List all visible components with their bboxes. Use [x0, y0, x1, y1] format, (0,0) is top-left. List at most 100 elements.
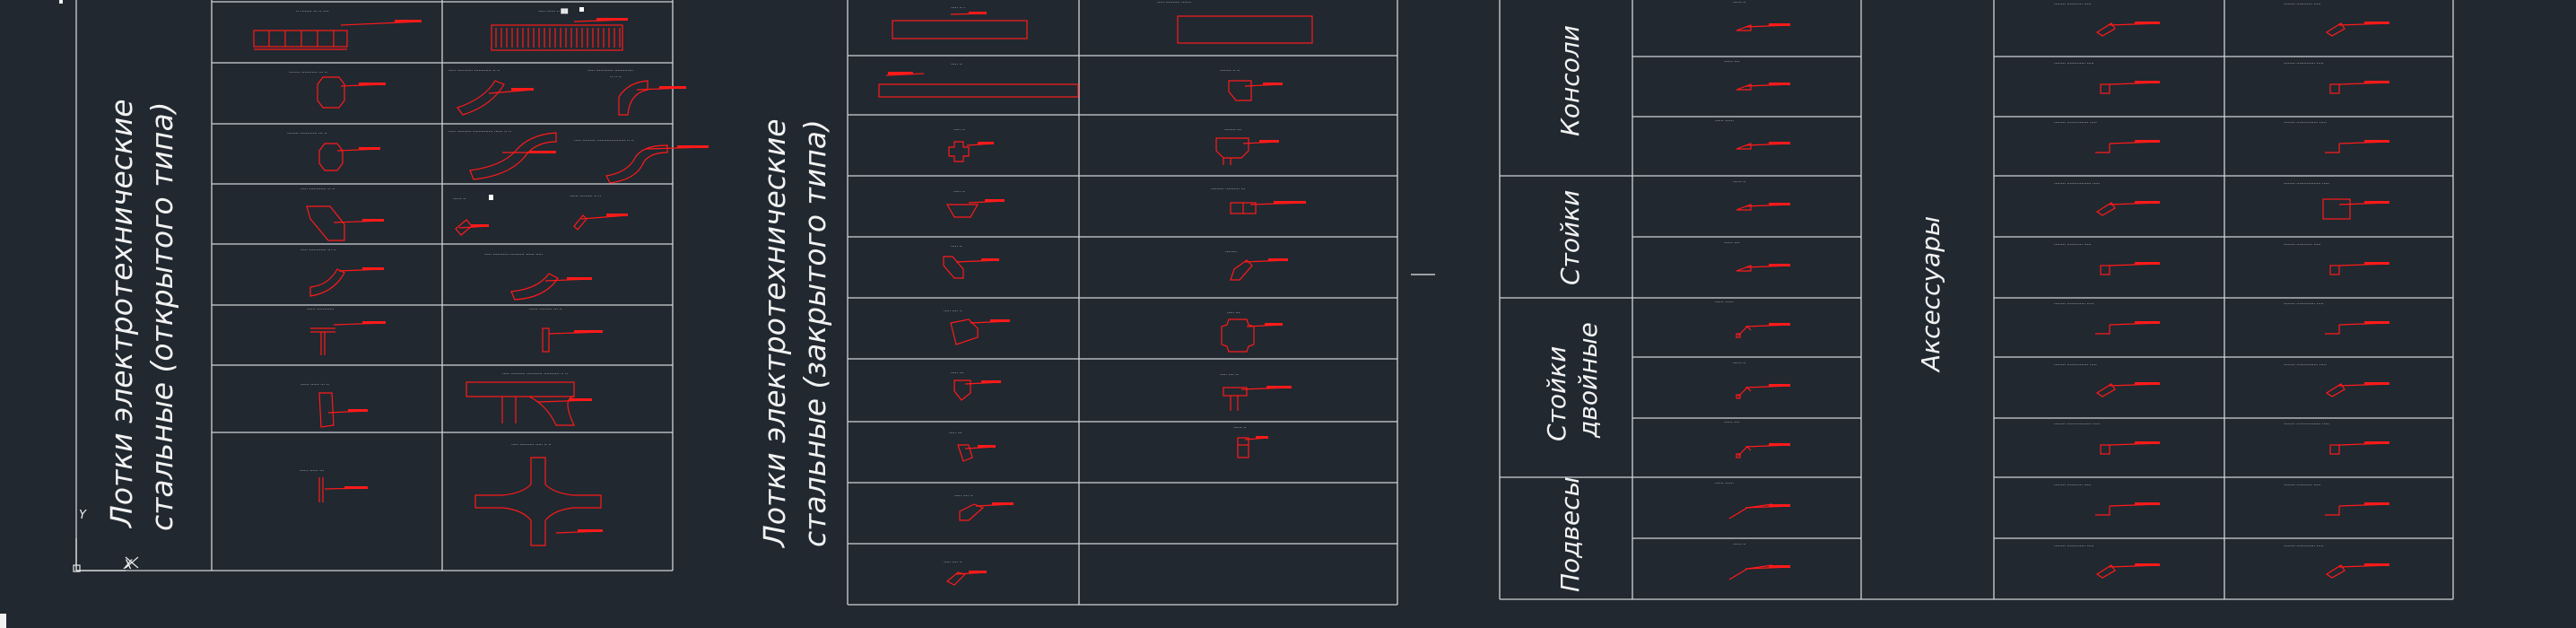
- svg-text:········ ··········· ··· ··: ········ ··········· ··· ··: [289, 70, 327, 75]
- double-posts-label-2: двойные: [1573, 322, 1603, 439]
- accessory-item-symbol: [2095, 22, 2161, 37]
- support-item-symbol: [1728, 503, 1791, 519]
- accessory-item-symbol: [2325, 382, 2390, 397]
- connector-symbols: ······ ·· ······ ········· ·· ··: [453, 194, 629, 236]
- svg-text:······ ··: ······ ··: [1733, 542, 1746, 547]
- svg-text:····· ············ ·· ··: ····· ············ ·· ··: [300, 187, 335, 192]
- posts-label: Стойки: [1555, 190, 1585, 285]
- svg-text:········ ··············· ·····: ········ ··············· ·····: [2284, 120, 2327, 126]
- svg-text:········ ············ ··· ··: ········ ············ ··· ··: [287, 131, 327, 136]
- svg-text:····· ············ ···········: ····· ············ ·············: [587, 68, 633, 74]
- svg-text:······ ······: ······ ······: [1715, 118, 1734, 124]
- svg-text:········ ················· ···: ········ ················· ·····: [2054, 422, 2100, 427]
- svg-text:········ ··············· ·····: ········ ··············· ·····: [2284, 362, 2327, 368]
- accessory-item-symbol: [2095, 382, 2161, 397]
- ucs-x-label: X: [123, 558, 133, 572]
- svg-text:······ ··: ······ ··: [1733, 361, 1746, 366]
- support-item-symbol: [1736, 142, 1791, 150]
- closed-tray-bend-symbol: ····· ··: [943, 244, 1000, 279]
- support-item-symbol: [1736, 384, 1791, 399]
- svg-text:······ ········· ··· ··: ······ ········· ··· ··: [529, 307, 562, 312]
- closed-tray-incline2-symbol: ····· ···· ··: [944, 560, 988, 586]
- accessory-item-symbol: [2329, 81, 2390, 94]
- cursor-marker: [0, 614, 6, 628]
- closed-tray-end-symbol: ······ ··: [1233, 425, 1269, 458]
- svg-text:······ ····: ······ ····: [1724, 59, 1740, 65]
- accessory-item-symbol: [2325, 502, 2390, 516]
- closed-tray-vert-symbol: ····· ···: [951, 371, 1002, 401]
- closed-tray-cross-symbol: ····· ··: [948, 127, 995, 162]
- reducer-symbol: ····· ············ ·· ··: [300, 187, 385, 241]
- accessory-item-symbol: [2095, 201, 2161, 216]
- closed-tray-long-symbol: ····· ··: [878, 62, 1079, 98]
- open-trays-subtitle: стальные (открытого типа): [144, 101, 179, 531]
- svg-text:········: ········: [1225, 249, 1237, 255]
- accessory-item-symbol: [2325, 321, 2390, 335]
- closed-tray-symbols: ····· ·· · ····· ·········· ······· ····…: [878, 0, 1313, 586]
- open-trays-title: Лотки электротехнические: [104, 99, 139, 528]
- support-symbols: ······ ·· ······ ···· ······ ······ ······ …: [1715, 0, 1791, 580]
- cross-fitting-symbol: ········ ··········· ··· ··: [289, 70, 387, 109]
- accessory-item-symbol: [2325, 140, 2390, 153]
- svg-text:······ ······ ··· ··: ······ ······ ··· ··: [300, 382, 329, 388]
- svg-text:····· ···· ··: ····· ···· ··: [1220, 372, 1239, 378]
- accessory-item-symbol: [2325, 563, 2390, 579]
- horizontal-tee-symbol: ····· ·········· ··········· ···········…: [466, 371, 593, 426]
- closed-tray-s-symbol: ····· ···: [949, 431, 996, 462]
- closed-tray-straight-symbol: ····· ·· ·: [892, 5, 1028, 39]
- support-item-symbol: [1736, 443, 1791, 458]
- accessory-item-symbol: [2322, 198, 2390, 220]
- closed-tray-connector-symbol: ········· ·········· ···: [1211, 187, 1307, 214]
- svg-text:········ ··········· ·····: ········ ··········· ·····: [2054, 242, 2092, 248]
- ucs-y-label: Y: [79, 509, 87, 522]
- svg-text:····· ········· ··············: ····· ········· ···················· ·· …: [574, 138, 634, 144]
- svg-text:····· ··: ····· ··: [953, 127, 965, 133]
- ucs-icon: Y X: [73, 509, 139, 572]
- accessory-item-symbol: [2100, 441, 2161, 455]
- svg-text:········ ··········· ·····: ········ ··········· ·····: [2284, 2, 2321, 7]
- svg-text:······ ··: ······ ··: [1733, 179, 1746, 185]
- closed-tray-cover-symbol: ····· ·········· ·······: [1157, 0, 1313, 44]
- svg-text:········ ··········· ·····: ········ ··········· ·····: [2054, 2, 2092, 7]
- svg-text:········ ············· ·····: ········ ············· ·····: [2054, 301, 2094, 307]
- svg-text:······ ··: ······ ··: [1233, 425, 1247, 431]
- closed-trays-table: [847, 0, 1398, 606]
- closed-tray-square-cross-symbol: ····· ···: [1221, 310, 1284, 353]
- svg-text:······ ······: ······ ······: [1715, 300, 1734, 305]
- accessory-symbols: ········ ··········· ····· ········ ·····…: [2054, 2, 2390, 579]
- svg-text:········ ··········· ·····: ········ ··········· ·····: [2284, 483, 2321, 488]
- svg-text:······ ····: ······ ····: [1724, 420, 1740, 425]
- svg-text:······ ··: ······ ··: [1733, 0, 1746, 5]
- closed-trays-subtitle: стальные (закрытого типа): [797, 119, 832, 547]
- closed-tray-bend2-symbol: ········: [1225, 249, 1289, 281]
- svg-text:······ ······ ···: ······ ······ ···: [300, 468, 324, 474]
- accessories-label: Аксессуары: [1916, 216, 1945, 373]
- svg-text:····· ·· ·: ····· ·· ·: [951, 5, 965, 11]
- svg-text:····· ···· ··: ····· ···· ··: [944, 560, 962, 565]
- svg-text:········ ················· ···: ········ ················· ·····: [2284, 181, 2329, 187]
- svg-text:······ ··: ······ ··: [453, 196, 466, 202]
- ladder-tray-symbol: ·· ········ ··· ·· ····: [253, 9, 422, 50]
- s-curve-tray-symbols: ····· ·········· ·············· ······ ·…: [448, 129, 709, 184]
- accessory-item-symbol: [2095, 502, 2161, 516]
- hangers-label: Подвесы: [1555, 476, 1585, 592]
- svg-text:····· ··: ····· ··: [953, 189, 965, 195]
- svg-text:····· ·········· ·············: ····· ·········· ·············· ······ ·…: [448, 129, 511, 135]
- svg-text:····· ··········· ············: ····· ··········· ············ ·· ··: [448, 68, 500, 74]
- svg-text:····· ············ ··· ··: ····· ············ ··· ··: [300, 248, 336, 253]
- closed-tray-angle-symbol: ····· ···· ··: [944, 309, 1011, 345]
- svg-text:········ ············· ·····: ········ ············· ·····: [2054, 61, 2094, 66]
- svg-text:········ ··············· ·····: ········ ··············· ·····: [2054, 362, 2097, 368]
- support-symbol: ······ ······ ···: [300, 468, 369, 502]
- accessory-item-symbol: [2095, 321, 2161, 335]
- support-item-symbol: [1736, 83, 1791, 91]
- svg-text:········ ···: ········ ···: [1224, 127, 1241, 133]
- svg-text:········ ··············· ·····: ········ ··············· ·····: [2054, 120, 2097, 126]
- svg-text:········ ··········· ·····: ········ ··········· ·····: [2054, 483, 2092, 488]
- closed-tray-vert-tee-symbol: ····· ···· ··: [1220, 372, 1292, 411]
- support-item-symbol: [1736, 23, 1791, 31]
- svg-text:····· ·········· ·······: ····· ·········· ·······: [1157, 0, 1192, 5]
- support-item-symbol: [1728, 564, 1791, 580]
- closed-tray-cap-symbol: ········ ·· ··: [1220, 68, 1284, 101]
